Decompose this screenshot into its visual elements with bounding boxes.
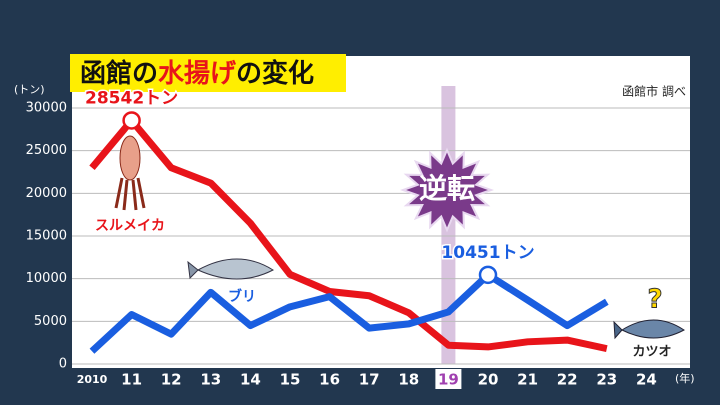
question-mark: ?	[647, 285, 662, 315]
x-tick-label: 12	[161, 371, 182, 389]
series-label: ブリ	[228, 288, 256, 305]
x-tick-label: 15	[280, 371, 301, 389]
x-tick-label: 13	[200, 371, 221, 389]
x-tick-label: 24	[636, 371, 657, 389]
squid-icon	[114, 135, 146, 211]
x-tick-label: 14	[240, 371, 261, 389]
series-line	[89, 116, 608, 353]
value-label: 28542トン	[85, 88, 178, 108]
fish-icon	[187, 258, 275, 280]
y-axis-label: (トン)	[14, 83, 45, 96]
y-tick-label: 30000	[26, 101, 67, 116]
y-tick-label: 5000	[34, 314, 67, 329]
value-label: 10451トン	[441, 243, 534, 263]
y-tick-label: 15000	[26, 229, 67, 244]
x-tick-label: 23	[596, 371, 617, 389]
chart-title: 函館の水揚げの変化	[80, 58, 314, 89]
y-tick-label: 10000	[26, 271, 67, 286]
bonito-icon	[613, 319, 685, 340]
annotation: 逆転	[400, 147, 494, 233]
series-line	[89, 271, 609, 354]
annotation-text: 逆転	[419, 172, 475, 205]
x-axis-label: (年)	[675, 371, 695, 385]
x-tick-label: 18	[398, 371, 419, 389]
starburst	[400, 147, 494, 233]
x-tick-label: 19	[438, 371, 459, 389]
y-tick-label: 20000	[26, 186, 67, 201]
x-tick-label: 11	[121, 371, 142, 389]
extra-label: カツオ	[632, 345, 671, 360]
x-tick-label: 16	[319, 371, 340, 389]
x-tick-label: 22	[557, 371, 578, 389]
x-tick-highlight	[435, 369, 462, 389]
x-tick-label: 17	[359, 371, 380, 389]
title-box	[70, 54, 346, 92]
y-tick-label: 0	[59, 357, 67, 372]
source: 函館市 調べ	[622, 84, 686, 99]
point-marker	[122, 111, 141, 130]
x-tick-label: 21	[517, 371, 538, 389]
series-label: スルメイカ	[95, 218, 165, 234]
point-marker	[478, 265, 498, 285]
y-tick-label: 25000	[26, 143, 67, 158]
x-tick-label: 2010	[77, 373, 108, 386]
x-tick-label: 20	[478, 371, 499, 389]
